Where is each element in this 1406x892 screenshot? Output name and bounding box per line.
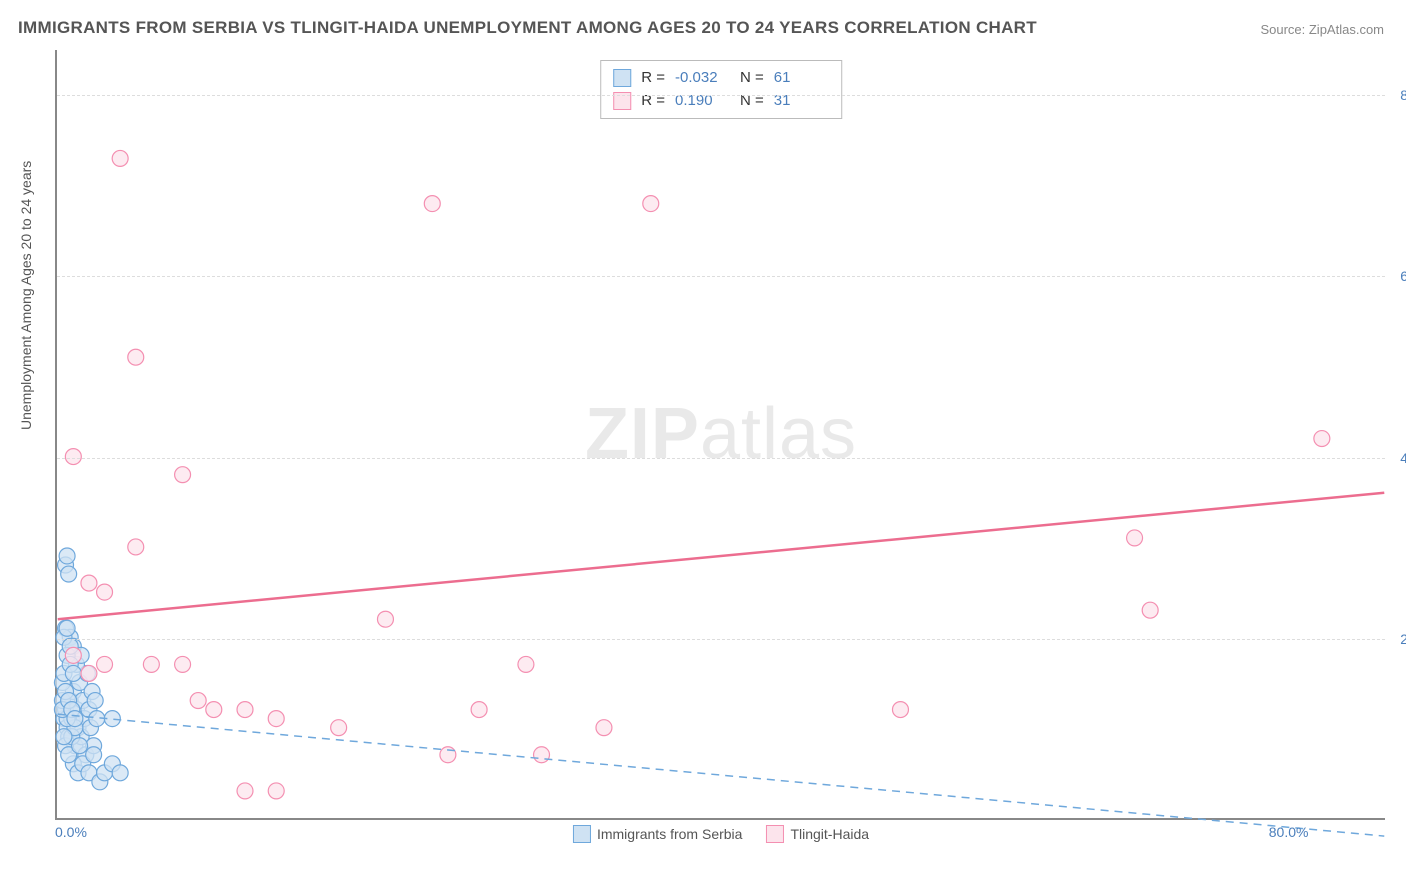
trend-line bbox=[58, 714, 1385, 836]
data-point bbox=[86, 747, 102, 763]
data-point bbox=[61, 566, 77, 582]
y-axis-title: Unemployment Among Ages 20 to 24 years bbox=[18, 161, 34, 430]
data-point bbox=[87, 693, 103, 709]
data-point bbox=[97, 584, 113, 600]
trend-line bbox=[58, 493, 1385, 619]
data-point bbox=[128, 349, 144, 365]
data-point bbox=[534, 747, 550, 763]
data-point bbox=[175, 656, 191, 672]
y-tick-label: 20.0% bbox=[1390, 631, 1406, 647]
data-point bbox=[128, 539, 144, 555]
data-point bbox=[97, 656, 113, 672]
series-legend: Immigrants from Serbia Tlingit-Haida bbox=[573, 825, 869, 843]
source-attribution: Source: ZipAtlas.com bbox=[1260, 22, 1384, 37]
data-point bbox=[643, 196, 659, 212]
data-point bbox=[1127, 530, 1143, 546]
y-tick-label: 80.0% bbox=[1390, 87, 1406, 103]
legend-label-1: Immigrants from Serbia bbox=[597, 826, 742, 842]
y-tick-label: 40.0% bbox=[1390, 450, 1406, 466]
data-point bbox=[112, 150, 128, 166]
legend-label-2: Tlingit-Haida bbox=[790, 826, 869, 842]
data-point bbox=[65, 449, 81, 465]
data-point bbox=[112, 765, 128, 781]
plot-area: ZIPatlas R = -0.032 N = 61 R = 0.190 N =… bbox=[55, 50, 1385, 820]
data-point bbox=[190, 693, 206, 709]
data-point bbox=[440, 747, 456, 763]
data-point bbox=[175, 467, 191, 483]
data-point bbox=[331, 720, 347, 736]
x-tick-label: 80.0% bbox=[1269, 824, 1309, 840]
gridline bbox=[57, 639, 1385, 640]
legend-swatch-2 bbox=[766, 825, 784, 843]
data-point bbox=[1314, 431, 1330, 447]
data-point bbox=[143, 656, 159, 672]
data-point bbox=[471, 702, 487, 718]
data-point bbox=[596, 720, 612, 736]
legend-swatch-1 bbox=[573, 825, 591, 843]
data-point bbox=[237, 783, 253, 799]
data-point bbox=[268, 783, 284, 799]
legend-item-2: Tlingit-Haida bbox=[766, 825, 869, 843]
data-point bbox=[81, 575, 97, 591]
legend-item-1: Immigrants from Serbia bbox=[573, 825, 742, 843]
gridline bbox=[57, 458, 1385, 459]
y-tick-label: 60.0% bbox=[1390, 268, 1406, 284]
gridline bbox=[57, 276, 1385, 277]
data-point bbox=[81, 665, 97, 681]
data-point bbox=[237, 702, 253, 718]
data-point bbox=[67, 711, 83, 727]
gridline bbox=[57, 95, 1385, 96]
data-point bbox=[72, 738, 88, 754]
chart-title: IMMIGRANTS FROM SERBIA VS TLINGIT-HAIDA … bbox=[18, 18, 1037, 38]
data-point bbox=[65, 647, 81, 663]
chart-container: IMMIGRANTS FROM SERBIA VS TLINGIT-HAIDA … bbox=[0, 0, 1406, 892]
data-point bbox=[1142, 602, 1158, 618]
data-point bbox=[892, 702, 908, 718]
data-point bbox=[268, 711, 284, 727]
data-point bbox=[377, 611, 393, 627]
x-tick-label: 0.0% bbox=[55, 824, 87, 840]
data-point bbox=[518, 656, 534, 672]
data-point bbox=[65, 665, 81, 681]
data-point bbox=[424, 196, 440, 212]
data-point bbox=[206, 702, 222, 718]
data-point bbox=[59, 548, 75, 564]
scatter-svg bbox=[57, 50, 1385, 818]
data-point bbox=[56, 729, 72, 745]
data-point bbox=[59, 620, 75, 636]
